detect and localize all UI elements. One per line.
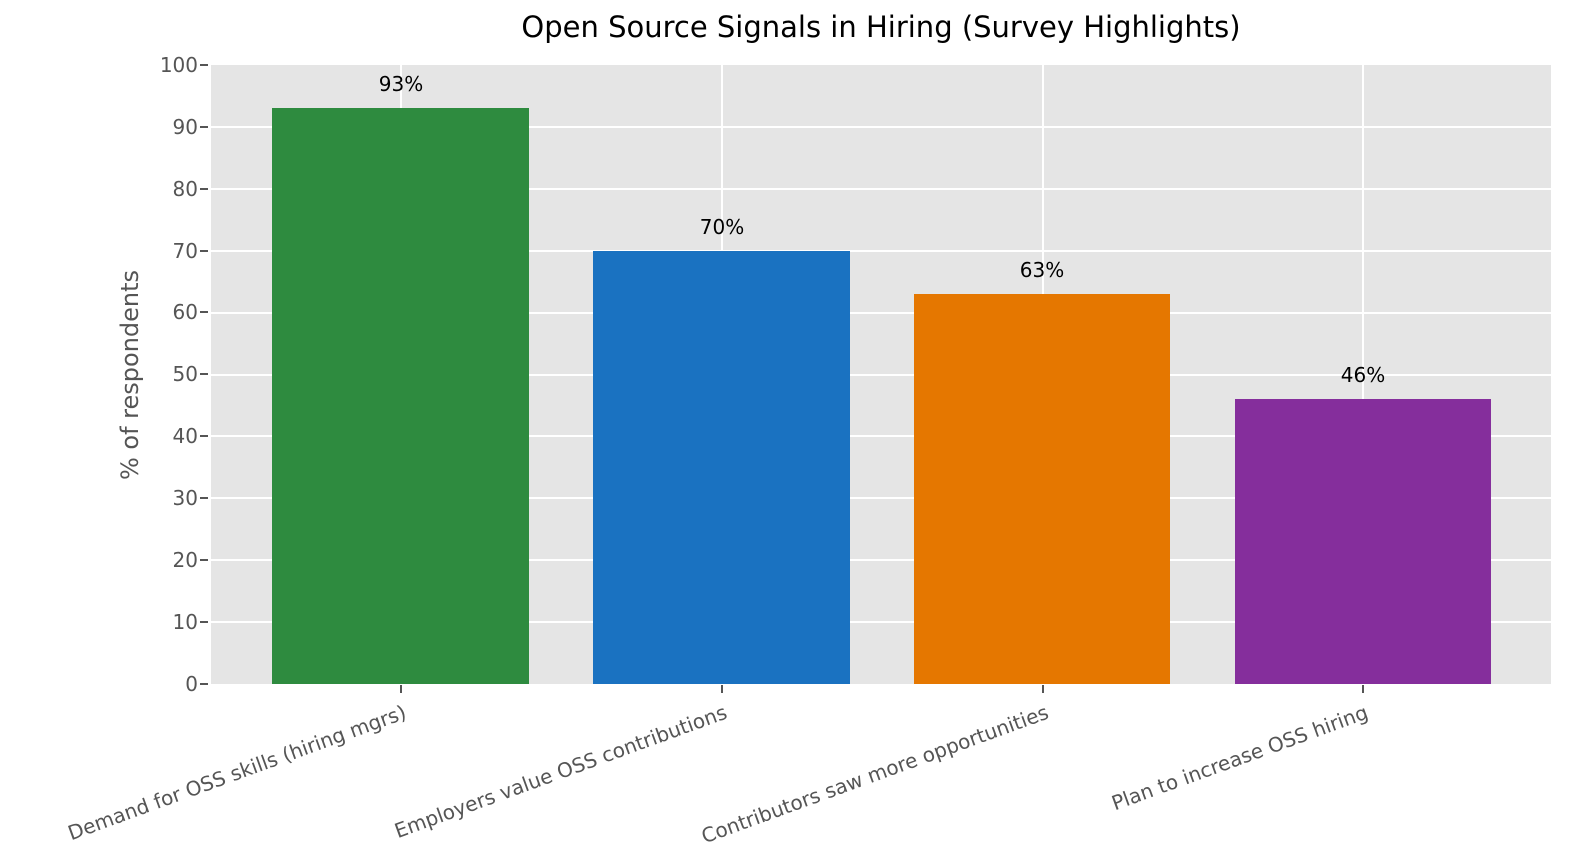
y-tick-label: 60 bbox=[172, 300, 198, 324]
y-tick-label: 30 bbox=[172, 486, 198, 510]
bar-plan-increase-hiring bbox=[1235, 399, 1491, 684]
y-tick-label: 100 bbox=[159, 53, 198, 77]
y-tick bbox=[200, 311, 208, 313]
gridline-50 bbox=[211, 374, 1551, 376]
bar-employers-value-oss bbox=[593, 250, 850, 684]
chart-title: Open Source Signals in Hiring (Survey Hi… bbox=[521, 10, 1241, 44]
y-tick-label: 20 bbox=[172, 548, 198, 572]
y-tick bbox=[200, 373, 208, 375]
plot-area: 93% 70% 63% 46% bbox=[211, 65, 1551, 684]
x-tick bbox=[1042, 685, 1044, 693]
y-axis-label: % of respondents bbox=[116, 269, 144, 481]
x-tick bbox=[1362, 685, 1364, 693]
gridline-x-3 bbox=[1362, 65, 1364, 684]
bar-demand-oss-skills bbox=[272, 108, 529, 684]
y-tick bbox=[200, 621, 208, 623]
gridline-90 bbox=[211, 126, 1551, 128]
y-tick-label: 40 bbox=[172, 424, 198, 448]
x-tick-label: Contributors saw more opportunities bbox=[698, 700, 1052, 849]
y-tick bbox=[200, 559, 208, 561]
x-tick-label: Plan to increase OSS hiring bbox=[1108, 700, 1372, 816]
y-tick-label: 0 bbox=[185, 672, 198, 696]
y-tick-label: 50 bbox=[172, 362, 198, 386]
y-tick-label: 90 bbox=[172, 115, 198, 139]
y-tick bbox=[200, 250, 208, 252]
gridline-60 bbox=[211, 312, 1551, 314]
data-label: 93% bbox=[378, 72, 424, 97]
data-label: 46% bbox=[1340, 363, 1386, 388]
y-tick-label: 10 bbox=[172, 610, 198, 634]
gridline-20 bbox=[211, 559, 1551, 561]
y-tick bbox=[200, 126, 208, 128]
data-label: 63% bbox=[1019, 258, 1065, 283]
x-tick-label: Employers value OSS contributions bbox=[391, 700, 731, 843]
gridline-40 bbox=[211, 435, 1551, 437]
y-tick bbox=[200, 497, 208, 499]
x-tick bbox=[721, 685, 723, 693]
bar-contributors-opportunities bbox=[914, 294, 1170, 684]
gridline-30 bbox=[211, 497, 1551, 499]
gridline-70 bbox=[211, 250, 1551, 252]
y-tick bbox=[200, 64, 208, 66]
gridline-80 bbox=[211, 188, 1551, 190]
y-tick bbox=[200, 435, 208, 437]
data-label: 70% bbox=[699, 214, 745, 239]
x-tick bbox=[400, 685, 402, 693]
y-tick bbox=[200, 188, 208, 190]
y-tick-label: 80 bbox=[172, 177, 198, 201]
x-tick-label: Demand for OSS skills (hiring mgrs) bbox=[64, 700, 410, 846]
y-tick bbox=[200, 683, 208, 685]
y-tick-label: 70 bbox=[172, 239, 198, 263]
gridline-10 bbox=[211, 621, 1551, 623]
